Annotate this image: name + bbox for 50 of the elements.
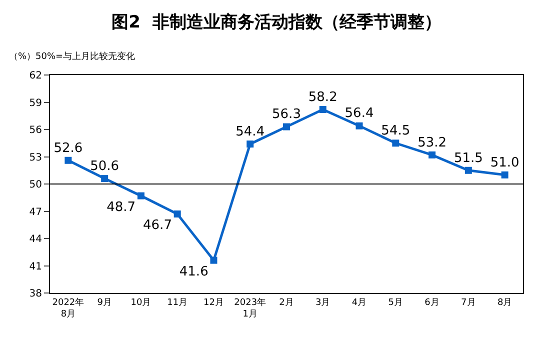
point — [137, 192, 144, 200]
y-tick-label: 44 — [29, 234, 42, 245]
y-tick-label: 41 — [29, 261, 42, 272]
y-tick-label: 47 — [29, 206, 42, 218]
point — [319, 106, 326, 114]
x-tick-label: 6月 — [424, 298, 440, 308]
text: 51.5 — [454, 150, 483, 166]
y-axis-title: （%）50%=与上月比较无变化 — [9, 51, 136, 62]
x-tick-label: 2月 — [279, 298, 294, 308]
y-tick-label: 38 — [29, 288, 42, 300]
text: 51.0 — [490, 155, 520, 170]
point — [428, 151, 436, 158]
text: 53.2 — [418, 135, 447, 150]
x-tick-label: 7月 — [461, 298, 476, 308]
x-tick-label: 5月 — [388, 298, 404, 308]
point — [464, 166, 472, 174]
text: 58.2 — [308, 90, 338, 105]
x-tick-label: 2022年 8月 — [52, 296, 84, 320]
text: 56.4 — [344, 106, 374, 122]
point — [210, 256, 218, 264]
text: 46.7 — [143, 218, 172, 234]
x-tick-label: 9月 — [97, 298, 112, 308]
chart-title: 图2 非制造业商务活动指数（经季节调整） — [112, 12, 442, 32]
x-tick-label: 8月 — [497, 298, 512, 308]
x-tick-label: 4月 — [352, 298, 367, 308]
point — [101, 175, 108, 182]
text: 56.3 — [272, 107, 301, 122]
y-tick-label: 53 — [29, 152, 42, 164]
point — [392, 140, 400, 147]
y-tick-label: 50 — [29, 180, 42, 190]
x-tick-label: 2023年 1月 — [234, 296, 266, 320]
point — [501, 171, 508, 178]
text: 54.4 — [236, 124, 265, 140]
y-tick-label: 62 — [29, 70, 42, 82]
point — [64, 156, 72, 164]
x-tick-label: 12月 — [204, 298, 224, 308]
point — [246, 140, 254, 148]
x-tick-label: 3月 — [316, 298, 330, 308]
x-tick-label: 11月 — [167, 298, 188, 308]
point — [356, 122, 363, 130]
text: 50.6 — [90, 158, 120, 174]
point — [283, 123, 290, 130]
text: 41.6 — [179, 264, 208, 280]
y-tick-label: 59 — [29, 98, 42, 109]
x-tick-label: 10月 — [130, 298, 152, 308]
text: 48.7 — [106, 200, 136, 215]
text: 54.5 — [381, 124, 410, 139]
text: 52.6 — [54, 140, 83, 156]
point — [174, 210, 181, 218]
y-tick-label: 56 — [29, 125, 42, 136]
